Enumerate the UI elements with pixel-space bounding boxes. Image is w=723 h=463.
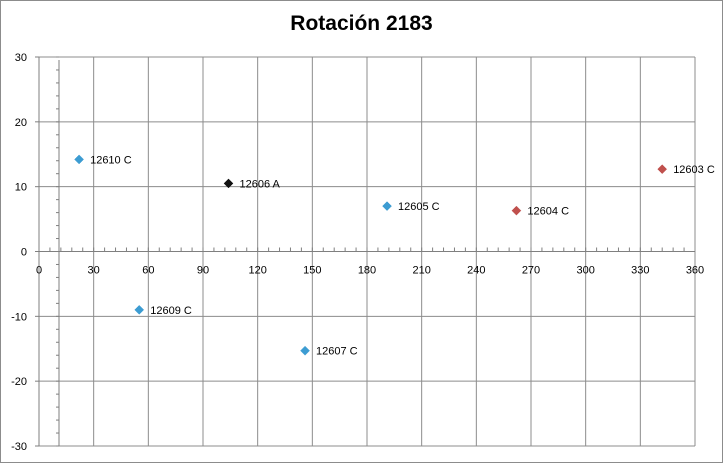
data-points: 12610 C 12609 C 12606 A 12607 C 12605 C 12604…	[74, 154, 715, 358]
x-tick-label: 360	[686, 265, 704, 277]
y-tick-label: -10	[11, 311, 27, 323]
x-tick-label: 240	[467, 265, 485, 277]
y-tick-label: 10	[15, 182, 27, 194]
y-tick-label: -30	[11, 441, 27, 453]
y-tick-label: 30	[15, 52, 27, 64]
diamond-marker	[511, 205, 522, 216]
x-tick-label: 330	[631, 265, 649, 277]
diamond-marker	[657, 164, 668, 175]
diamond-marker	[223, 178, 234, 189]
x-tick-label: 90	[197, 265, 209, 277]
x-tick-label: 60	[142, 265, 154, 277]
data-point: 12606 A	[223, 178, 281, 190]
x-tick-label: 30	[88, 265, 100, 277]
data-label: 12609 C	[150, 305, 192, 317]
x-tick-label: 300	[576, 265, 594, 277]
data-point: 12604 C	[511, 205, 569, 218]
data-point: 12603 C	[657, 164, 715, 176]
y-tick-label: 20	[15, 117, 27, 129]
data-label: 12610 C	[90, 154, 132, 166]
data-label: 12605 C	[398, 201, 440, 213]
x-tick-label: 0	[36, 265, 42, 277]
chart-title: Rotación 2183	[290, 12, 433, 35]
diamond-marker	[382, 201, 392, 211]
data-point: 12605 C	[382, 201, 440, 213]
data-point: 12607 C	[300, 345, 358, 358]
x-tick-label: 210	[412, 265, 430, 277]
x-tick-label: 150	[303, 265, 321, 277]
x-tick-label: 120	[248, 265, 266, 277]
y-tick-label: -20	[11, 376, 27, 388]
diamond-marker	[134, 304, 145, 315]
data-label: 12606 A	[240, 178, 281, 190]
data-point: 12610 C	[74, 154, 132, 166]
x-tick-label: 270	[522, 265, 540, 277]
diamond-marker	[74, 154, 84, 165]
data-label: 12607 C	[316, 346, 358, 358]
data-label: 12604 C	[527, 206, 569, 218]
data-point: 12609 C	[134, 304, 192, 317]
data-label: 12603 C	[673, 164, 715, 176]
axes: 0 30 60 90 120 150 180 210 240 270 300 330 360 30 20 10…	[11, 52, 704, 453]
x-tick-label: 180	[358, 265, 376, 277]
y-tick-label: 0	[21, 247, 27, 259]
diamond-marker	[300, 345, 310, 356]
